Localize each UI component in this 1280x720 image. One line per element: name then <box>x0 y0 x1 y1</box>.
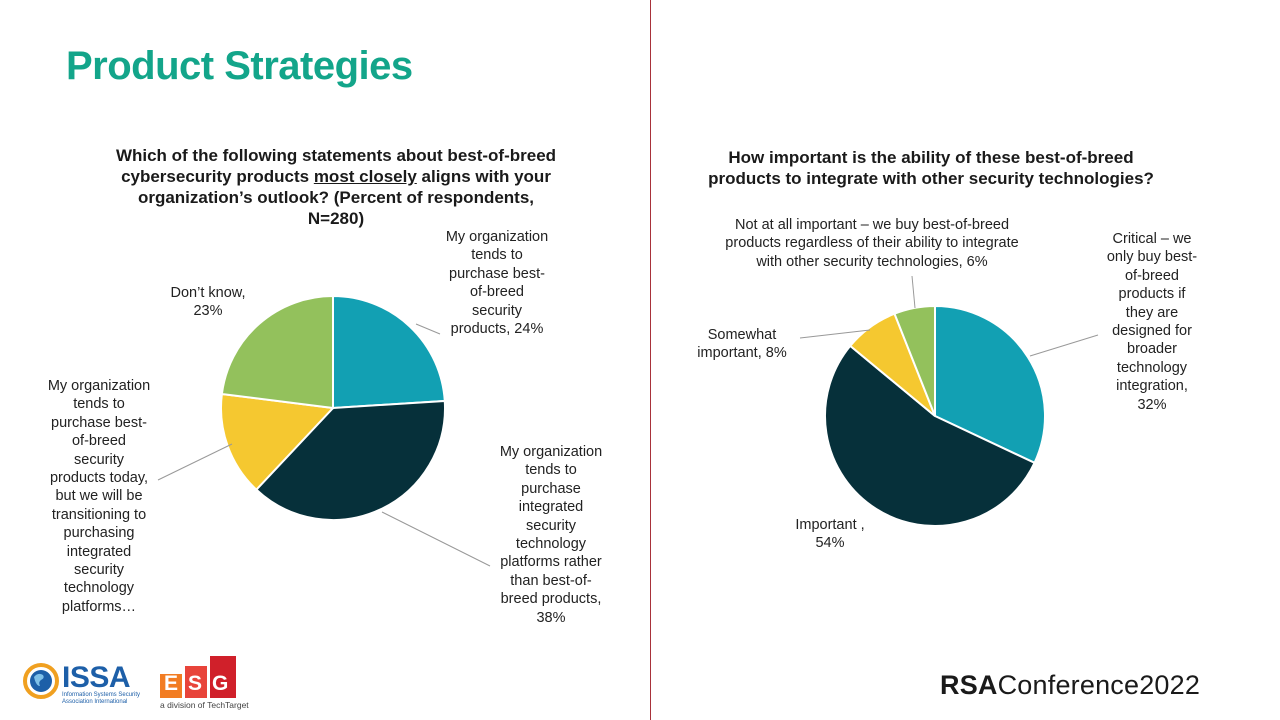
chart2-title: How important is the ability of these be… <box>708 148 1154 188</box>
leader-line-2 <box>157 443 233 481</box>
chart2-label-critical: Critical – we only buy best- of-breed pr… <box>1106 231 1198 413</box>
esg-logo-text: ESG <box>164 672 239 695</box>
issa-globe-icon <box>23 663 59 699</box>
leader-line-3 <box>1029 334 1099 357</box>
esg-logo-subtext: a division of TechTarget <box>160 700 249 710</box>
chart1-label-integrated: My organization tends to purchase integr… <box>499 444 603 626</box>
chart1-label-dontknow: Don’t know, 23% <box>170 285 246 320</box>
leader-line-0 <box>415 323 441 335</box>
chart2-label-somewhat: Somewhat important, 8% <box>697 327 787 362</box>
chart2-slice-1 <box>824 344 1036 527</box>
leader-line-4 <box>799 329 871 339</box>
esg-logo-icon <box>160 656 236 698</box>
chart1-label-transitioning: My organization tends to purchase best- … <box>47 378 151 615</box>
chart2-label-notatall: Not at all important – we buy best-of-br… <box>725 217 1019 270</box>
chart1-title-part1: Which of the following statements about … <box>115 146 557 186</box>
chart2-pie <box>824 304 1046 527</box>
chart1-slice-0 <box>332 294 446 410</box>
chart1-label-bestofbreed: My organization tends to purchase best- … <box>445 229 549 338</box>
rsa-logo-text: Conference2022 <box>997 670 1201 700</box>
chart1-title: Which of the following statements about … <box>112 145 560 229</box>
chart2-label-important: Important , 54% <box>795 517 865 552</box>
chart1-slice-1 <box>254 399 446 521</box>
chart1-pie <box>220 294 446 521</box>
chart1-title-part3: aligns with your organization’s outlook?… <box>137 167 551 228</box>
issa-logo-text: ISSA <box>62 661 131 694</box>
leader-lines <box>157 275 1099 567</box>
rsa-conference-logo: RSAConference2022 <box>940 670 1200 701</box>
leader-line-1 <box>381 511 491 567</box>
slide-title: Product Strategies <box>66 44 413 88</box>
leader-line-5 <box>911 275 916 309</box>
rsa-logo-bold: RSA <box>940 670 998 700</box>
issa-logo-subtext: Information Systems Security Association… <box>62 692 141 705</box>
chart2-slice-0 <box>934 304 1046 465</box>
slide-divider <box>650 0 651 720</box>
chart1-title-emphasis: most closely <box>313 167 417 186</box>
chart2-slice-3 <box>893 304 936 417</box>
chart1-slice-3 <box>220 294 334 410</box>
